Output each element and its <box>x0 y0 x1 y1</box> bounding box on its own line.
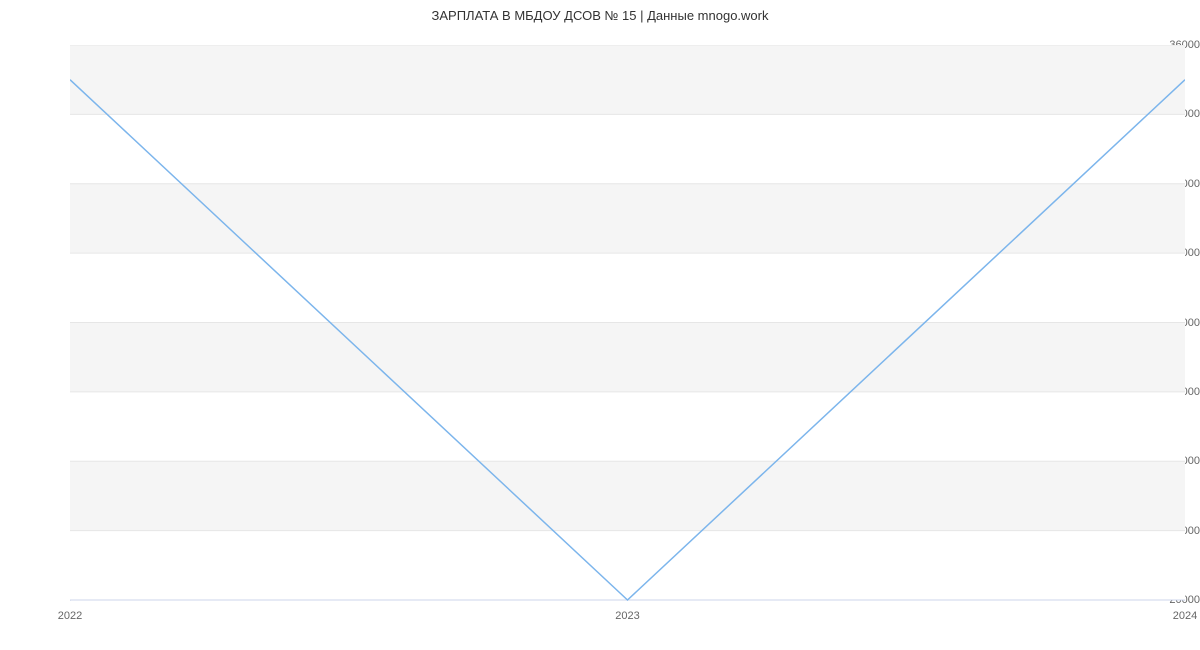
grid-band <box>70 461 1185 530</box>
grid-band <box>70 323 1185 392</box>
chart-title: ЗАРПЛАТА В МБДОУ ДСОВ № 15 | Данные mnog… <box>0 8 1200 23</box>
plot-area <box>70 45 1185 601</box>
grid-band <box>70 531 1185 600</box>
x-axis-label: 2022 <box>58 610 82 622</box>
grid-band <box>70 45 1185 114</box>
grid-band <box>70 114 1185 183</box>
line-chart: ЗАРПЛАТА В МБДОУ ДСОВ № 15 | Данные mnog… <box>0 0 1200 650</box>
x-axis-label: 2023 <box>615 610 639 622</box>
x-axis-label: 2024 <box>1173 610 1197 622</box>
grid-band <box>70 184 1185 253</box>
grid-band <box>70 253 1185 322</box>
grid-band <box>70 392 1185 461</box>
